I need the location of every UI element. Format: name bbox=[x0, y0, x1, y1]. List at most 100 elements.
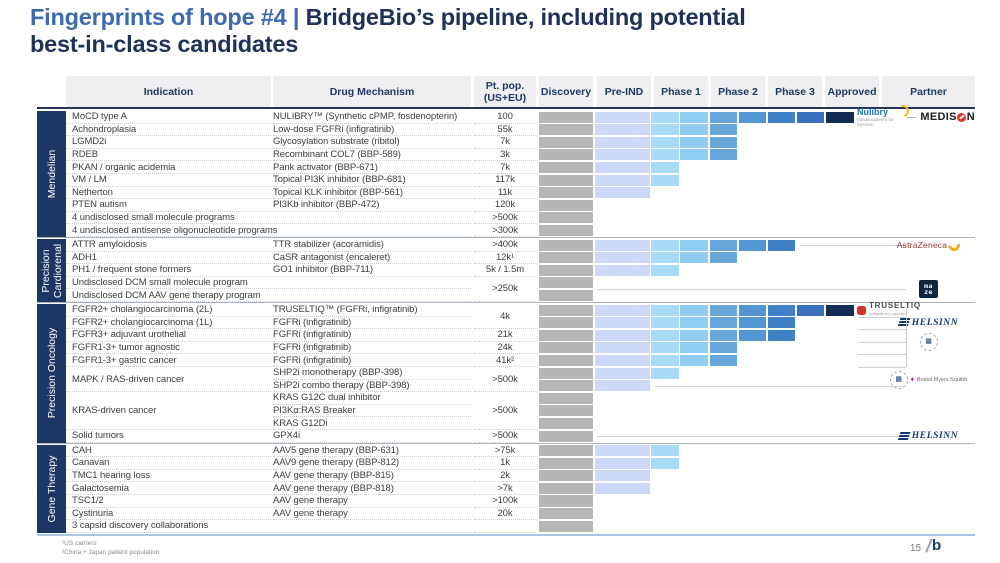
indication-cell: CAH bbox=[66, 445, 271, 458]
mechanism-cell: Pank activator (BBP-671) bbox=[273, 161, 471, 174]
phase-bar-segment bbox=[651, 457, 679, 469]
phase-bar-segment bbox=[651, 354, 679, 366]
discovery-stage-cell bbox=[539, 430, 593, 442]
partner-cell: HELSINN bbox=[882, 430, 975, 443]
phase-bar-segment bbox=[680, 342, 708, 354]
program-wide-cell: Undisclosed DCM AAV gene therapy program bbox=[66, 289, 471, 302]
nulibry-wordmark: Nulibry bbox=[857, 102, 912, 119]
footnote-1: ¹US carriers bbox=[62, 540, 97, 547]
partner-logo-maze: ma ze bbox=[919, 280, 938, 299]
mechanism-cell: KRAS G12Di bbox=[273, 417, 471, 430]
patient-population-cell: 12k¹ bbox=[474, 252, 536, 265]
phase-bar-segment bbox=[710, 149, 737, 161]
phase-bar-segment bbox=[680, 304, 708, 316]
patient-population-cell: 7k bbox=[474, 136, 536, 149]
discovery-stage-cell bbox=[539, 380, 593, 392]
discovery-stage-cell bbox=[539, 445, 593, 457]
partner-logo-nulibry-medison: Nulibry (fosdenopterin) for injection MEDI… bbox=[857, 102, 975, 127]
section-tab-mendelian: Mendelian bbox=[37, 111, 66, 237]
mechanism-cell: CaSR antagonist (encaleret) bbox=[273, 252, 471, 265]
mechanism-cell: FGFRi (infigratinib) bbox=[273, 354, 471, 367]
indication-cell: TMC1 hearing loss bbox=[66, 470, 271, 483]
patient-population-cell: 55k bbox=[474, 124, 536, 137]
partner-cell: ma ze bbox=[882, 277, 975, 302]
phase-bar-segment bbox=[710, 239, 737, 251]
patient-population-cell: 21k bbox=[474, 329, 536, 342]
phase-bar-segment bbox=[651, 149, 679, 161]
indication-cell: PH1 / frequent stone formers bbox=[66, 264, 271, 277]
maze-line1: ma bbox=[924, 281, 933, 290]
partner-logo-truseltiq: TRUSELTIQ (infigratinib) capsules bbox=[857, 302, 921, 318]
partner-bracket-hline bbox=[858, 367, 906, 368]
program-wide-cell: 3 capsid discovery collaborations bbox=[66, 520, 471, 533]
partner-cell: Nulibry (fosdenopterin) for injection MEDI… bbox=[857, 102, 975, 127]
patient-population-cell: >7k bbox=[474, 482, 536, 495]
phase-bar-segment bbox=[595, 136, 650, 148]
patient-population-cell: >400k bbox=[474, 239, 536, 252]
patient-population-cell: 11k bbox=[474, 187, 536, 200]
discovery-stage-cell bbox=[539, 277, 593, 289]
truseltiq-textblock: TRUSELTIQ (infigratinib) capsules bbox=[869, 302, 921, 318]
discovery-stage-cell bbox=[539, 470, 593, 482]
phase-bar-segment bbox=[710, 124, 737, 136]
phase-bar-segment bbox=[595, 239, 650, 251]
indication-cell: Netherton bbox=[66, 187, 271, 200]
section-gene-therapy: Gene Therapy CAH AAV5 gene therapy (BBP-63… bbox=[37, 444, 975, 533]
phase-bar-segment bbox=[710, 252, 737, 264]
section-precision-oncology: Precision Oncology FGFR2+ cholangiocarcin… bbox=[37, 302, 975, 443]
partner-logo-astrazeneca: AstraZeneca bbox=[897, 236, 963, 254]
phase-bar-segment bbox=[739, 304, 766, 316]
discovery-stage-cell bbox=[539, 111, 593, 123]
phase-bar-segment bbox=[710, 304, 737, 316]
program-wide-cell: 4 undisclosed small molecule programs bbox=[66, 212, 471, 225]
discovery-stage-cell bbox=[539, 457, 593, 469]
section-mendelian: Mendelian MoCD type A NULIBRY™ (Synthetic … bbox=[37, 102, 975, 237]
phase-bar-segment bbox=[680, 317, 708, 329]
column-header-discovery: Discovery bbox=[539, 76, 593, 107]
phase-bar-segment bbox=[651, 342, 679, 354]
phase-bar-segment bbox=[768, 317, 795, 329]
pt-pop-line2: (US+EU) bbox=[483, 91, 527, 104]
phase-bar-segment bbox=[595, 367, 650, 379]
mechanism-cell: PI3Kα:RAS Breaker bbox=[273, 405, 471, 418]
phase-bar-segment bbox=[595, 161, 650, 173]
truseltiq-icon bbox=[857, 305, 866, 315]
discovery-stage-cell bbox=[539, 224, 593, 236]
partner-cell: AstraZeneca bbox=[882, 236, 975, 254]
mechanism-cell: Topical PI3K inhibitor (BBP-681) bbox=[273, 174, 471, 187]
mechanism-cell: PI3Kb inhibitor (BBP-472) bbox=[273, 199, 471, 212]
indication-cell: Canavan bbox=[66, 457, 271, 470]
phase-bar-segment bbox=[651, 304, 679, 316]
patient-population-cell: 20k bbox=[474, 508, 536, 521]
section-divider bbox=[37, 442, 975, 444]
patient-population-cell: 7k bbox=[474, 161, 536, 174]
footnote-2: ²China + Japan patient population bbox=[62, 549, 160, 556]
mechanism-cell: FGFRi (infigratinib) bbox=[273, 317, 471, 330]
pipeline-table: Indication Drug Mechanism Pt. pop. (US+EU) D… bbox=[37, 76, 975, 546]
phase-bar-segment bbox=[680, 149, 708, 161]
column-header-phase-3: Phase 3 bbox=[768, 76, 822, 107]
helsinn-logo: HELSINN bbox=[897, 317, 959, 328]
partner-bracket-hline bbox=[858, 341, 906, 343]
indication-cell: RDEB bbox=[66, 149, 271, 162]
mechanism-cell: SHP2i combo therapy (BBP-398) bbox=[273, 380, 471, 393]
bridgebio-logo: b bbox=[925, 538, 941, 553]
phase-bar-segment bbox=[768, 111, 795, 123]
indication-cell: PKAN / organic acidemia bbox=[66, 161, 271, 174]
partner-cell: ▦ bbox=[882, 329, 975, 354]
mechanism-cell: AAV gene therapy bbox=[273, 508, 471, 521]
section-tab-label: Mendelian bbox=[45, 149, 58, 199]
helsinn-flag-icon bbox=[897, 318, 911, 328]
column-header-pre-ind: Pre-IND bbox=[597, 76, 651, 107]
mechanism-cell: TRUSELTIQ™ (FGFRi, infigratinib) bbox=[273, 304, 471, 317]
phase-bar-segment bbox=[595, 470, 650, 482]
partner-logo-helsinn: HELSINN bbox=[897, 431, 958, 441]
helsinn-wordmark: HELSINN bbox=[911, 317, 959, 328]
partner-cell: TRUSELTIQ (infigratinib) capsules bbox=[857, 302, 975, 318]
patient-population-cell: >500k bbox=[474, 367, 536, 393]
indication-cell: MAPK / RAS-driven cancer bbox=[66, 367, 271, 393]
phase-bar-segment bbox=[680, 136, 708, 148]
mechanism-cell: FGFRi (infigratinib) bbox=[273, 342, 471, 355]
mechanism-cell: SHP2i monotherapy (BBP-398) bbox=[273, 367, 471, 380]
indication-cell: FGFR2+ cholangiocarcinoma (2L) bbox=[66, 304, 271, 317]
